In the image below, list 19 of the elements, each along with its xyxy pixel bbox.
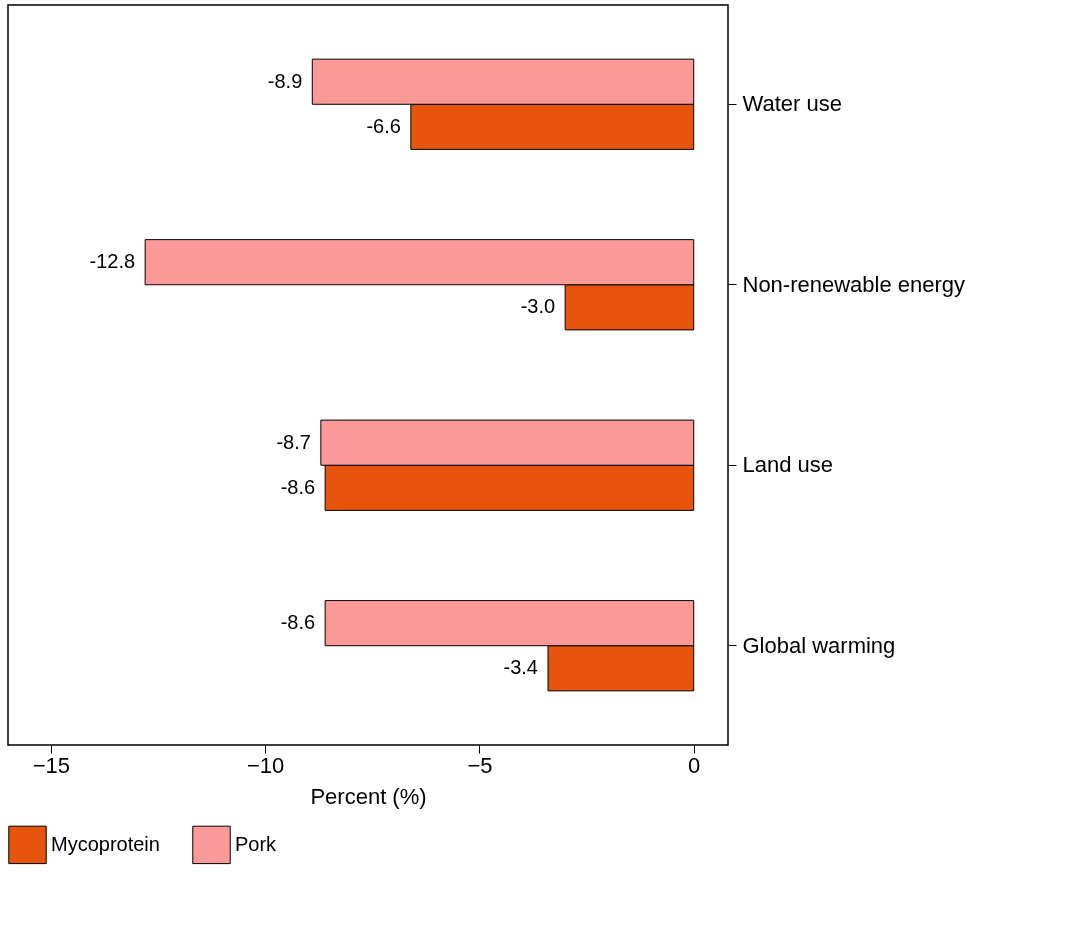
x-tick-label: −15	[32, 752, 71, 778]
data-label: -6.6	[366, 114, 401, 137]
data-label: -8.9	[267, 69, 303, 92]
y-tick-label: Water use	[742, 91, 842, 117]
data-label: -3.0	[520, 295, 556, 318]
y-tick-label: Global warming	[742, 632, 896, 658]
data-label: -8.7	[276, 430, 311, 453]
x-tick-label: −10	[246, 752, 285, 778]
x-tick-label: 0	[688, 752, 701, 778]
legend-label: Pork	[235, 832, 278, 855]
x-axis-title: Percent (%)	[310, 783, 427, 809]
data-label: -3.4	[503, 656, 538, 679]
data-label: -8.6	[280, 475, 316, 498]
data-label: -8.6	[280, 611, 316, 634]
y-tick-label: Non-renewable energy	[742, 271, 966, 297]
legend-label: Mycoprotein	[51, 832, 160, 855]
data-label: -12.8	[89, 250, 136, 273]
x-tick-label: −5	[467, 752, 493, 778]
y-tick-label: Land use	[742, 452, 834, 478]
